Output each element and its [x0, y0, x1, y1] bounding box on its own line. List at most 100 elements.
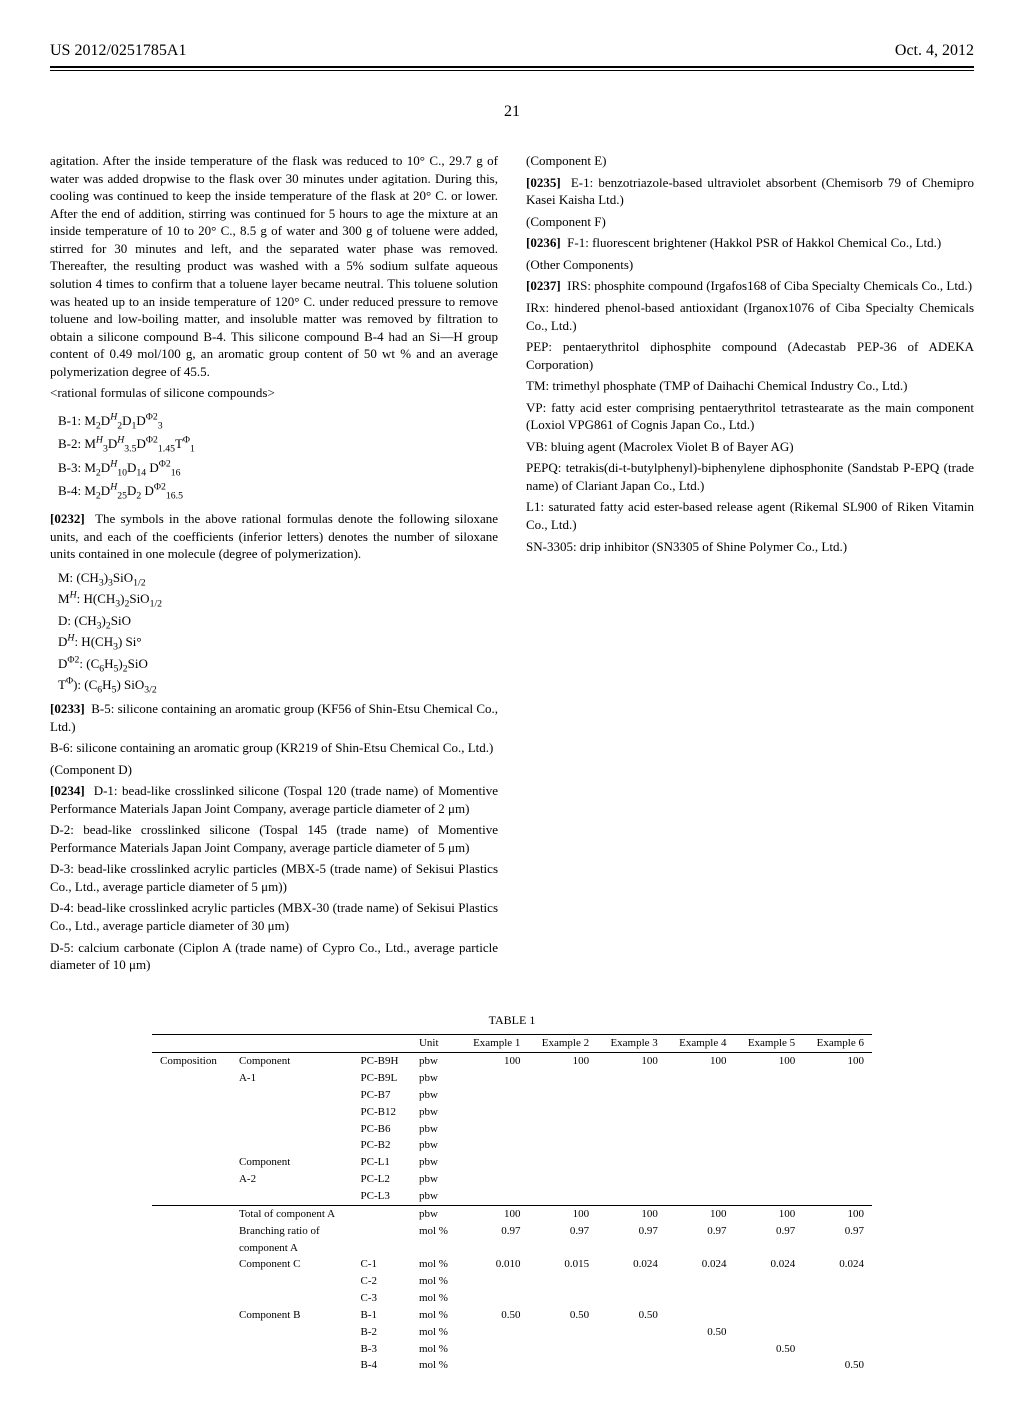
table-cell: [597, 1121, 666, 1138]
table-row: ComponentPC-L1pbw: [152, 1154, 872, 1171]
table-cell: [803, 1307, 872, 1324]
table-row: PC-L3pbw: [152, 1188, 872, 1205]
table-cell: [152, 1324, 231, 1341]
table-cell: mol %: [411, 1256, 460, 1273]
table-cell: 0.024: [735, 1256, 804, 1273]
table-cell: mol %: [411, 1341, 460, 1358]
table-cell: Component: [231, 1053, 353, 1070]
table-cell: [460, 1324, 529, 1341]
table-cell: [735, 1240, 804, 1257]
table-cell: 100: [460, 1205, 529, 1222]
para-0233: [0233] B-5: silicone containing an aroma…: [50, 700, 498, 735]
table-cell: 0.50: [597, 1307, 666, 1324]
table-cell: mol %: [411, 1307, 460, 1324]
table-cell: [803, 1087, 872, 1104]
header-rule-thin: [50, 70, 974, 71]
para-0235-text: E-1: benzotriazole-based ultraviolet abs…: [526, 175, 974, 208]
col-unit: Unit: [411, 1035, 460, 1053]
table-row: Branching ratio ofmol %0.970.970.970.970…: [152, 1223, 872, 1240]
table-cell: B-4: [353, 1357, 411, 1374]
table-cell: [803, 1290, 872, 1307]
table-cell: mol %: [411, 1290, 460, 1307]
table-cell: [152, 1188, 231, 1205]
table-row: component A: [152, 1240, 872, 1257]
table-cell: [597, 1290, 666, 1307]
table-header-row: Unit Example 1 Example 2 Example 3 Examp…: [152, 1035, 872, 1053]
table-cell: [597, 1171, 666, 1188]
table-cell: [152, 1341, 231, 1358]
table-cell: [460, 1137, 529, 1154]
table-cell: [666, 1240, 735, 1257]
table-cell: [152, 1240, 231, 1257]
table-cell: [231, 1341, 353, 1358]
table-cell: [735, 1087, 804, 1104]
table-row: PC-B12pbw: [152, 1104, 872, 1121]
table-cell: [528, 1171, 597, 1188]
table-cell: [597, 1087, 666, 1104]
col-ex1: Example 1: [460, 1035, 529, 1053]
table-cell: 100: [597, 1205, 666, 1222]
table-cell: [231, 1104, 353, 1121]
para-0234-num: [0234]: [50, 783, 85, 798]
table-cell: 0.97: [735, 1223, 804, 1240]
table-cell: [597, 1070, 666, 1087]
table-row: C-3mol %: [152, 1290, 872, 1307]
table-row: B-2mol %0.50: [152, 1324, 872, 1341]
table-cell: [152, 1121, 231, 1138]
table-cell: [411, 1240, 460, 1257]
table-cell: [152, 1171, 231, 1188]
table-cell: mol %: [411, 1357, 460, 1374]
table-cell: [803, 1154, 872, 1171]
table-cell: [666, 1188, 735, 1205]
table-cell: [152, 1223, 231, 1240]
table-cell: PC-B2: [353, 1137, 411, 1154]
table-cell: 100: [666, 1205, 735, 1222]
table-cell: C-3: [353, 1290, 411, 1307]
table-cell: pbw: [411, 1053, 460, 1070]
table-cell: PC-L3: [353, 1188, 411, 1205]
table-1-caption: TABLE 1: [50, 1012, 974, 1028]
table-cell: [460, 1290, 529, 1307]
table-cell: [666, 1121, 735, 1138]
table-cell: [528, 1137, 597, 1154]
table-row: PC-B7pbw: [152, 1087, 872, 1104]
table-cell: 100: [735, 1053, 804, 1070]
table-row: B-4mol % 0.50: [152, 1357, 872, 1374]
table-cell: [803, 1240, 872, 1257]
table-cell: [231, 1188, 353, 1205]
table-cell: [803, 1188, 872, 1205]
table-cell: Component C: [231, 1256, 353, 1273]
table-cell: PC-B9L: [353, 1070, 411, 1087]
table-cell: [528, 1121, 597, 1138]
table-cell: 0.97: [460, 1223, 529, 1240]
table-cell: [460, 1087, 529, 1104]
table-cell: component A: [231, 1240, 353, 1257]
para-0233-a: B-5: silicone containing an aromatic gro…: [50, 701, 498, 734]
body-columns: agitation. After the inside temperature …: [50, 152, 974, 992]
para-0236: [0236] F-1: fluorescent brightener (Hakk…: [526, 234, 974, 252]
table-cell: [152, 1273, 231, 1290]
para-0234-d: D-4: bead-like crosslinked acrylic parti…: [50, 899, 498, 934]
table-cell: A-1: [231, 1070, 353, 1087]
table-cell: B-1: [353, 1307, 411, 1324]
table-cell: pbw: [411, 1205, 460, 1222]
table-cell: [460, 1154, 529, 1171]
table-cell: 0.024: [803, 1256, 872, 1273]
table-cell: [152, 1307, 231, 1324]
header-rule-thick: [50, 66, 974, 68]
table-cell: 0.97: [528, 1223, 597, 1240]
para-0233-num: [0233]: [50, 701, 85, 716]
table-cell: 0.50: [803, 1357, 872, 1374]
table-cell: 100: [803, 1053, 872, 1070]
para-0235: [0235] E-1: benzotriazole-based ultravio…: [526, 174, 974, 209]
para-0237-e: VP: fatty acid ester comprising pentaery…: [526, 399, 974, 434]
table-cell: [231, 1357, 353, 1374]
table-row: B-3mol %0.50: [152, 1341, 872, 1358]
table-cell: 0.015: [528, 1256, 597, 1273]
para-0234: [0234] D-1: bead-like crosslinked silico…: [50, 782, 498, 817]
table-cell: 0.97: [666, 1223, 735, 1240]
para-0236-num: [0236]: [526, 235, 561, 250]
para-0232: [0232] The symbols in the above rational…: [50, 510, 498, 563]
table-cell: [231, 1121, 353, 1138]
table-cell: [152, 1290, 231, 1307]
